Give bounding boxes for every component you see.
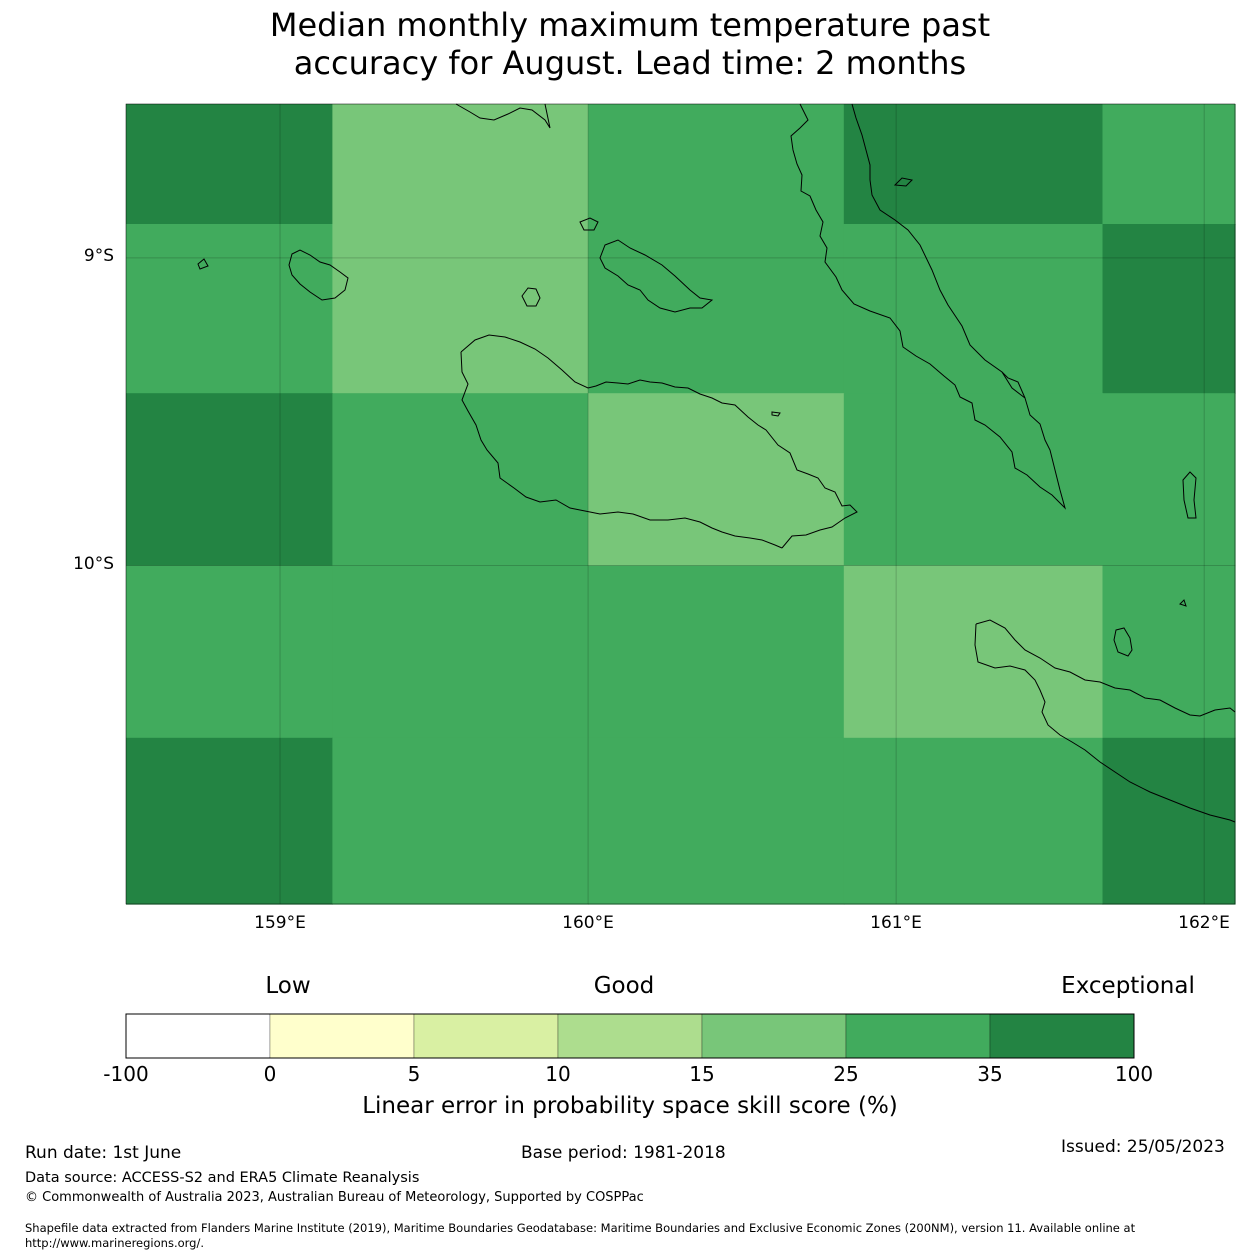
grid-cell — [126, 737, 333, 905]
grid-cell — [332, 565, 589, 739]
category-low: Low — [265, 973, 311, 999]
grid-cell — [1102, 224, 1236, 394]
colorbar-frame — [125, 1013, 1135, 1059]
grid-cell — [332, 104, 589, 225]
skill-grid — [126, 104, 1236, 905]
colorbar-segment — [125, 1013, 271, 1059]
coastline-small-island-west — [197, 258, 209, 270]
copyright: © Commonwealth of Australia 2023, Austra… — [25, 1190, 644, 1205]
colorbar-tick-label: 100 — [1114, 1062, 1154, 1086]
grid-cell — [588, 224, 845, 394]
colorbar-tick-label: 15 — [689, 1062, 715, 1086]
lat-label-10s: 10°S — [73, 554, 114, 574]
lon-label-160e: 160°E — [562, 913, 614, 933]
coastline-islet-guadalcanal — [771, 411, 781, 417]
colorbar-segment — [845, 1013, 991, 1059]
coastline-islet-north — [893, 177, 914, 187]
colorbar-segment — [269, 1013, 415, 1059]
title-line-1: Median monthly maximum temperature past — [269, 6, 991, 44]
title-line-2: accuracy for August. Lead time: 2 months — [293, 44, 967, 82]
grid-cell — [1102, 737, 1236, 905]
grid-cell — [588, 104, 845, 225]
coastline-makira-north — [975, 619, 1236, 717]
colorbar-tick-label: -100 — [103, 1062, 149, 1086]
base-period: Base period: 1981-2018 — [521, 1143, 726, 1163]
coastline-guadalcanal-south — [460, 351, 783, 549]
colorbar-title: Linear error in probability space skill … — [362, 1093, 898, 1119]
colorbar — [125, 1013, 1135, 1059]
coastline — [197, 103, 1236, 823]
grid-cell — [588, 393, 845, 567]
lon-label-162e: 162°E — [1178, 913, 1230, 933]
colorbar-segment — [413, 1013, 559, 1059]
issued-date: Issued: 25/05/2023 — [1061, 1137, 1225, 1157]
grid-cell — [843, 565, 1104, 739]
coastline-makira-south — [974, 623, 1236, 823]
colorbar-tick-label: 25 — [833, 1062, 859, 1086]
lat-label-9s: 9°S — [83, 246, 114, 266]
coastline-island-east — [1182, 471, 1197, 519]
grid-cell — [332, 737, 589, 905]
coastline-north-reef — [455, 103, 551, 129]
grid-cell — [843, 393, 1104, 567]
graticule — [126, 104, 1235, 904]
colorbar-tick-label: 5 — [407, 1062, 421, 1086]
shapefile-credit-line-1: Shapefile data extracted from Flanders M… — [25, 1221, 1136, 1235]
map-frame — [125, 103, 1236, 905]
coastline-islet-east — [1179, 599, 1187, 607]
lon-label-161e: 161°E — [870, 913, 922, 933]
coastline-ulawa-island — [1113, 627, 1133, 657]
run-date: Run date: 1st June — [25, 1143, 182, 1163]
colorbar-segment — [701, 1013, 847, 1059]
data-source: Data source: ACCESS-S2 and ERA5 Climate … — [25, 1170, 420, 1186]
coastline-malaita — [790, 103, 1066, 510]
grid-cell — [126, 565, 333, 739]
shapefile-credit-line-2: http://www.marineregions.org/. — [25, 1236, 204, 1250]
colorbar-segment — [557, 1013, 703, 1059]
category-exceptional: Exceptional — [1061, 973, 1195, 999]
grid-cell — [843, 737, 1104, 905]
grid-cell — [332, 393, 589, 567]
coastline-guadalcanal-north — [460, 334, 858, 549]
grid-cell — [588, 565, 845, 739]
grid-cell — [1102, 104, 1236, 225]
grid-cell — [126, 104, 333, 225]
grid-cell — [1102, 393, 1236, 567]
coastline-florida-islands — [599, 239, 714, 313]
coastline-russell-islands — [288, 249, 349, 301]
category-good: Good — [593, 973, 655, 999]
colorbar-segment — [989, 1013, 1135, 1059]
grid-cell — [1102, 565, 1236, 739]
coastline-savo-island — [521, 287, 541, 307]
grid-cell — [126, 224, 333, 394]
grid-cell — [126, 393, 333, 567]
grid-cell — [843, 104, 1104, 225]
grid-cell — [332, 224, 589, 394]
chart-title: Median monthly maximum temperature past … — [0, 6, 1260, 82]
lon-label-159e: 159°E — [254, 913, 306, 933]
coastline-ngella-islet — [579, 217, 599, 231]
colorbar-tick-label: 0 — [263, 1062, 277, 1086]
colorbar-tick-label: 10 — [545, 1062, 571, 1086]
grid-cell — [843, 224, 1104, 394]
grid-cell — [588, 737, 845, 905]
coastline-malaita-south — [1001, 371, 1026, 399]
colorbar-tick-label: 35 — [977, 1062, 1003, 1086]
